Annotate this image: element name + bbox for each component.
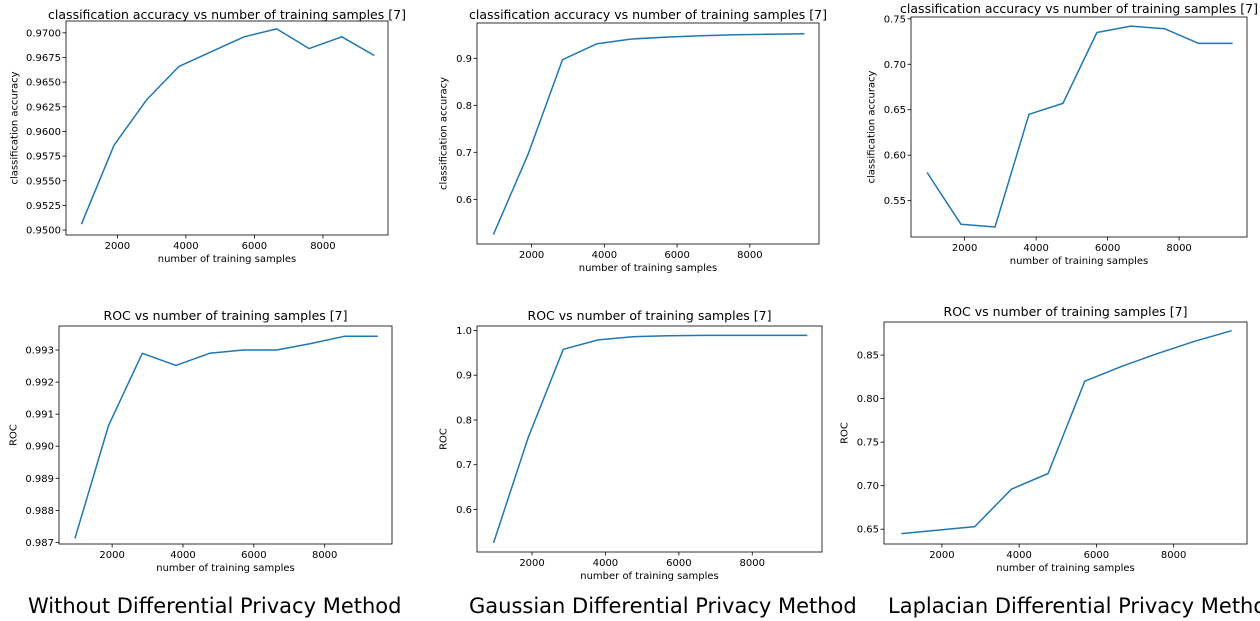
y-tick-label: 1.0 bbox=[456, 326, 472, 337]
x-tick-label: 2000 bbox=[519, 250, 544, 261]
y-tick-label: 0.85 bbox=[857, 351, 879, 362]
y-tick-label: 0.9 bbox=[456, 371, 472, 382]
chart-6: ROC vs number of training samples [7] 200… bbox=[840, 304, 1248, 574]
x-tick-label: 2000 bbox=[929, 550, 954, 561]
y-tick-label: 0.993 bbox=[25, 346, 54, 357]
chart-1: classification accuracy vs number of tra… bbox=[9, 7, 406, 265]
series-line bbox=[926, 25, 1233, 228]
y-tick-label: 0.9600 bbox=[26, 127, 61, 138]
x-tick-label: 8000 bbox=[737, 250, 762, 261]
y-axis-label: ROC bbox=[9, 424, 20, 446]
chart-3: classification accuracy vs number of tra… bbox=[867, 1, 1258, 267]
caption-gaussian-dp: Gaussian Differential Privacy Method bbox=[469, 594, 857, 618]
x-tick-label: 4000 bbox=[173, 241, 198, 252]
plot-frame bbox=[65, 20, 389, 236]
y-tick-label: 0.55 bbox=[884, 196, 906, 207]
series-line bbox=[492, 33, 805, 235]
chart-title: ROC vs number of training samples [7] bbox=[944, 304, 1188, 319]
caption-without-dp: Without Differential Privacy Method bbox=[28, 594, 402, 618]
y-tick-label: 0.65 bbox=[857, 525, 879, 536]
chart-title: classification accuracy vs number of tra… bbox=[900, 1, 1258, 16]
y-axis-label: classification accuracy bbox=[439, 77, 450, 190]
chart-5: ROC vs number of training samples [7] 200… bbox=[439, 308, 823, 582]
y-tick-label: 0.988 bbox=[25, 506, 54, 517]
x-tick-label: 2000 bbox=[99, 550, 124, 561]
x-tick-label: 6000 bbox=[1095, 243, 1120, 254]
x-tick-label: 8000 bbox=[1161, 550, 1186, 561]
x-tick-label: 2000 bbox=[952, 243, 977, 254]
y-tick-label: 0.8 bbox=[456, 415, 472, 426]
y-tick-label: 0.989 bbox=[25, 474, 54, 485]
y-tick-label: 0.991 bbox=[25, 410, 54, 421]
x-tick-label: 6000 bbox=[241, 550, 266, 561]
chart-title: ROC vs number of training samples [7] bbox=[104, 308, 348, 323]
series-line bbox=[74, 335, 378, 539]
x-tick-label: 6000 bbox=[242, 241, 267, 252]
x-tick-label: 4000 bbox=[1023, 243, 1048, 254]
x-tick-label: 2000 bbox=[519, 558, 544, 569]
y-tick-label: 0.7 bbox=[456, 460, 472, 471]
x-tick-label: 6000 bbox=[666, 558, 691, 569]
x-tick-label: 4000 bbox=[593, 558, 618, 569]
y-tick-label: 0.9700 bbox=[26, 28, 61, 39]
y-tick-label: 0.70 bbox=[884, 60, 906, 71]
y-tick-label: 0.9650 bbox=[26, 78, 61, 89]
y-tick-label: 0.9525 bbox=[26, 201, 61, 212]
chart-title: classification accuracy vs number of tra… bbox=[469, 7, 827, 22]
y-tick-label: 0.80 bbox=[857, 394, 879, 405]
y-tick-label: 0.9575 bbox=[26, 152, 61, 163]
y-tick-label: 0.9500 bbox=[26, 226, 61, 237]
y-tick-label: 0.992 bbox=[25, 378, 54, 389]
plot-frame bbox=[476, 22, 820, 245]
y-tick-label: 0.6 bbox=[456, 195, 472, 206]
x-axis-label: number of training samples bbox=[996, 563, 1135, 574]
y-tick-label: 0.75 bbox=[884, 14, 906, 25]
y-axis-label: classification accuracy bbox=[9, 71, 20, 184]
plot-frame bbox=[476, 325, 823, 553]
y-tick-label: 0.65 bbox=[884, 105, 906, 116]
series-line bbox=[80, 28, 375, 225]
x-tick-label: 6000 bbox=[1084, 550, 1109, 561]
x-tick-label: 4000 bbox=[1006, 550, 1031, 561]
x-axis-label: number of training samples bbox=[1010, 256, 1149, 267]
caption-laplacian-dp: Laplacian Differential Privacy Method bbox=[888, 594, 1260, 618]
y-tick-label: 0.60 bbox=[884, 151, 906, 162]
x-tick-label: 8000 bbox=[1166, 243, 1191, 254]
chart-title: ROC vs number of training samples [7] bbox=[528, 308, 772, 323]
chart-title: classification accuracy vs number of tra… bbox=[48, 7, 406, 22]
y-tick-label: 0.9625 bbox=[26, 102, 61, 113]
y-tick-label: 0.8 bbox=[456, 101, 472, 112]
y-tick-label: 0.70 bbox=[857, 481, 879, 492]
chart-2: classification accuracy vs number of tra… bbox=[439, 7, 827, 274]
x-tick-label: 2000 bbox=[105, 241, 130, 252]
series-line bbox=[901, 329, 1232, 535]
chart-4: ROC vs number of training samples [7] 200… bbox=[9, 308, 393, 574]
series-line bbox=[492, 334, 808, 544]
x-tick-label: 4000 bbox=[170, 550, 195, 561]
plot-frame bbox=[910, 16, 1248, 238]
y-tick-label: 0.987 bbox=[25, 538, 54, 549]
plot-frame bbox=[58, 325, 393, 545]
y-tick-label: 0.6 bbox=[456, 505, 472, 516]
x-axis-label: number of training samples bbox=[158, 254, 297, 265]
y-axis-label: classification accuracy bbox=[867, 70, 878, 183]
y-axis-label: ROC bbox=[439, 428, 450, 450]
x-tick-label: 8000 bbox=[740, 558, 765, 569]
y-axis-label: ROC bbox=[840, 422, 851, 444]
y-tick-label: 0.75 bbox=[857, 438, 879, 449]
x-tick-label: 8000 bbox=[310, 241, 335, 252]
x-axis-label: number of training samples bbox=[579, 263, 718, 274]
y-tick-label: 0.9550 bbox=[26, 176, 61, 187]
y-tick-label: 0.990 bbox=[25, 442, 54, 453]
x-tick-label: 4000 bbox=[592, 250, 617, 261]
y-tick-label: 0.7 bbox=[456, 148, 472, 159]
plot-frame bbox=[883, 321, 1248, 545]
x-axis-label: number of training samples bbox=[580, 571, 719, 582]
x-tick-label: 8000 bbox=[312, 550, 337, 561]
y-tick-label: 0.9675 bbox=[26, 53, 61, 64]
x-tick-label: 6000 bbox=[664, 250, 689, 261]
y-tick-label: 0.9 bbox=[456, 54, 472, 65]
x-axis-label: number of training samples bbox=[156, 563, 295, 574]
